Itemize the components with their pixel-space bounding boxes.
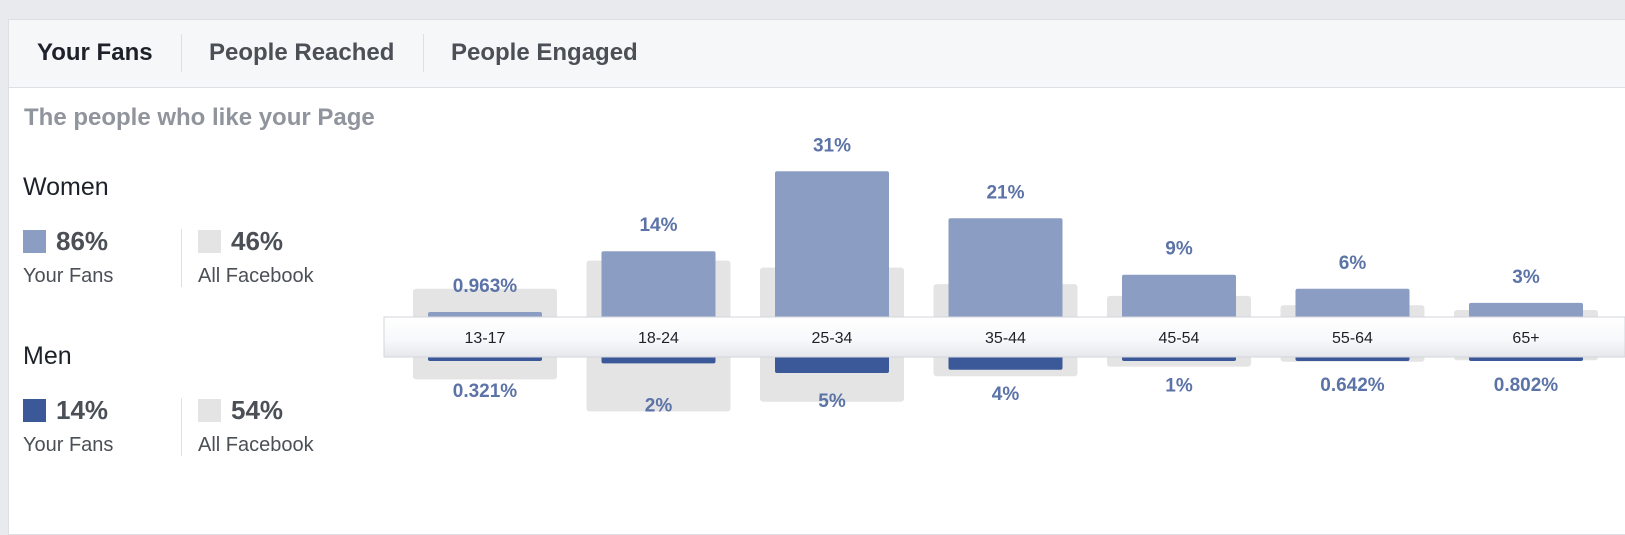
women-all-facebook-swatch [198, 230, 221, 253]
men-fans-data-label: 0.642% [1320, 375, 1385, 396]
age-tick-label: 25-34 [812, 330, 853, 347]
men-fans-data-label: 0.321% [453, 381, 518, 402]
women-fans-bar-25-34 [775, 171, 889, 323]
age-tick-label: 18-24 [638, 330, 679, 347]
tab-divider [423, 34, 424, 72]
women-fans-data-label: 3% [1512, 267, 1540, 288]
women-fans-data-label: 9% [1165, 239, 1193, 260]
men-fans-data-label: 2% [645, 395, 673, 416]
women-fans-swatch [23, 230, 46, 253]
women-fans-data-label: 6% [1339, 253, 1367, 274]
men-fans-swatch [23, 399, 46, 422]
tab-people-reached[interactable]: People Reached [209, 39, 395, 66]
men-all-facebook-caption: All Facebook [198, 434, 314, 456]
tab-your-fans[interactable]: Your Fans [37, 39, 153, 66]
women-fans-percent: 86% [56, 226, 109, 256]
legend-divider [181, 229, 182, 287]
legend-divider [181, 398, 182, 456]
men-fans-data-label: 4% [992, 384, 1020, 405]
men-fans-data-label: 0.802% [1494, 375, 1559, 396]
women-fans-bar-35-44 [948, 218, 1063, 323]
tab-bar: Your Fans People Reached People Engaged [9, 20, 1625, 88]
women-fans-bar-55-64 [1295, 288, 1410, 323]
age-tick-label: 65+ [1512, 330, 1539, 347]
age-tick-label: 55-64 [1332, 330, 1373, 347]
women-fans-bar-45-54 [1122, 274, 1236, 323]
men-fans-percent: 14% [56, 395, 109, 425]
men-fans-bar-25-34 [775, 353, 889, 373]
women-fans-caption: Your Fans [23, 265, 114, 287]
women-fans-bar-18-24 [601, 251, 716, 323]
men-fans-data-label: 5% [818, 391, 846, 412]
women-fans-data-label: 0.963% [453, 276, 518, 297]
men-label: Men [23, 342, 72, 370]
page-subtitle: The people who like your Page [24, 104, 375, 131]
men-all-facebook-percent: 54% [231, 395, 284, 425]
women-all-facebook-percent: 46% [231, 226, 284, 256]
age-axis-band [383, 316, 1625, 358]
women-label: Women [23, 173, 109, 201]
women-all-facebook-caption: All Facebook [198, 265, 314, 287]
age-tick-label: 13-17 [465, 330, 506, 347]
age-tick-label: 45-54 [1159, 330, 1200, 347]
women-fans-data-label: 31% [813, 135, 851, 156]
men-all-facebook-swatch [198, 399, 221, 422]
tab-people-engaged[interactable]: People Engaged [451, 39, 638, 66]
men-fans-data-label: 1% [1165, 375, 1193, 396]
women-fans-data-label: 14% [639, 215, 677, 236]
audience-panel: Your Fans People Reached People Engaged … [8, 19, 1625, 535]
men-fans-caption: Your Fans [23, 434, 114, 456]
tab-divider [181, 34, 182, 72]
age-tick-label: 35-44 [985, 330, 1026, 347]
women-fans-data-label: 21% [986, 182, 1024, 203]
